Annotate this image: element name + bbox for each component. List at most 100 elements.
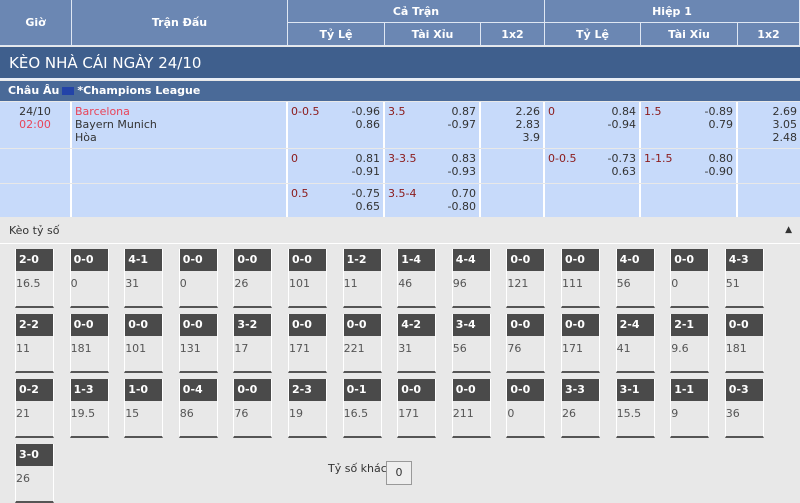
score-odds-item[interactable]: 0-0 131 — [178, 314, 218, 373]
h1-over-under-cell: 1-1.5 0.80 -0.90 — [641, 149, 738, 183]
score-label: 0-0 — [562, 249, 599, 271]
score-odds: 46 — [398, 277, 413, 290]
page-title: KÈO NHÀ CÁI NGÀY 24/10 — [0, 47, 800, 80]
score-odds-item[interactable]: 0-0 26 — [233, 249, 273, 308]
score-odds-item[interactable]: 1-1 9 — [670, 379, 710, 438]
odds-value[interactable]: 2.48 — [772, 131, 798, 144]
score-odds-item[interactable]: 0-0 171 — [397, 379, 437, 438]
score-odds-item[interactable]: 0-0 221 — [342, 314, 382, 373]
score-odds-item[interactable]: 0-0 171 — [561, 314, 600, 373]
score-odds-item[interactable]: 0-0 101 — [288, 249, 327, 308]
score-odds-item[interactable]: 0-0 76 — [506, 314, 546, 373]
odds-value[interactable]: 0.86 — [355, 118, 381, 131]
odds-value[interactable]: -0.90 — [704, 165, 733, 178]
odds-value[interactable]: -0.93 — [447, 165, 476, 178]
away-team[interactable]: Bayern Munich — [75, 118, 157, 131]
odds-value[interactable]: 0.65 — [355, 200, 381, 213]
score-odds-item[interactable]: 0-0 181 — [69, 314, 109, 373]
score-odds-item[interactable]: 3-2 17 — [233, 314, 273, 373]
score-odds-item[interactable]: 0-0 171 — [288, 314, 327, 373]
score-label: 4-2 — [398, 314, 436, 336]
score-odds: 211 — [452, 407, 474, 420]
score-odds-item[interactable]: 0-0 0 — [506, 379, 546, 438]
score-odds: 131 — [179, 342, 201, 355]
score-odds-item[interactable]: 2-3 19 — [288, 379, 327, 438]
odds-value[interactable]: 3.9 — [522, 131, 541, 144]
odds-value[interactable]: 0.83 — [451, 152, 477, 165]
odds-value[interactable]: -0.97 — [447, 118, 476, 131]
score-label: 3-3 — [562, 379, 599, 401]
other-score-label: Tỷ số khác — [328, 462, 387, 475]
score-odds: 19.5 — [70, 407, 96, 420]
score-odds: 21 — [16, 407, 30, 420]
score-odds-item[interactable]: 1-4 46 — [397, 249, 437, 308]
score-odds-item[interactable]: 4-2 31 — [397, 314, 437, 373]
keo-ty-so-bar[interactable]: Kèo tỷ số ▲ — [0, 217, 800, 244]
caret-up-icon[interactable]: ▲ — [785, 225, 792, 235]
odds-value[interactable]: 2.69 — [772, 105, 798, 118]
time-cell — [0, 184, 72, 217]
odds-value[interactable]: -0.89 — [704, 105, 733, 118]
match-cell: Barcelona Bayern Munich Hòa — [72, 102, 288, 148]
odds-value[interactable]: -0.75 — [351, 187, 380, 200]
odds-value[interactable]: 0.84 — [611, 105, 637, 118]
score-odds-item[interactable]: 3-4 56 — [451, 314, 491, 373]
score-odds-item[interactable]: 1-2 11 — [342, 249, 382, 308]
line-value: 0 — [291, 152, 298, 165]
odds-value[interactable]: 0.81 — [355, 152, 381, 165]
score-odds-item[interactable]: 3-0 26 — [15, 444, 54, 503]
odds-value[interactable]: 2.26 — [515, 105, 541, 118]
score-odds-item[interactable]: 0-0 211 — [451, 379, 491, 438]
score-odds-item[interactable]: 4-0 56 — [615, 249, 655, 308]
score-odds-item[interactable]: 0-0 0 — [670, 249, 710, 308]
score-odds-item[interactable]: 2-2 11 — [15, 314, 54, 373]
score-odds-item[interactable]: 0-0 0 — [178, 249, 218, 308]
score-label: 2-0 — [16, 249, 53, 271]
odds-value[interactable]: 0.79 — [708, 118, 734, 131]
odds-value[interactable]: 0.63 — [611, 165, 637, 178]
score-odds-item[interactable]: 3-1 15.5 — [615, 379, 655, 438]
score-label: 0-0 — [452, 379, 490, 401]
home-team[interactable]: Barcelona — [75, 105, 130, 118]
score-odds: 36 — [725, 407, 740, 420]
score-odds-item[interactable]: 0-4 86 — [178, 379, 218, 438]
h1-1x2-cell: 2.69 3.05 2.48 — [738, 102, 800, 148]
score-odds-item[interactable]: 0-0 76 — [233, 379, 273, 438]
score-odds-item[interactable]: 4-1 31 — [124, 249, 164, 308]
score-odds-item[interactable]: 3-3 26 — [561, 379, 600, 438]
odds-value[interactable]: 0.87 — [451, 105, 477, 118]
other-score-value: 0 — [386, 461, 412, 485]
odds-value[interactable]: 3.05 — [772, 118, 798, 131]
score-odds-item[interactable]: 0-1 16.5 — [342, 379, 382, 438]
score-odds-item[interactable]: 0-0 101 — [124, 314, 164, 373]
score-odds-item[interactable]: 1-0 15 — [124, 379, 164, 438]
league-row[interactable]: Châu Âu *Champions League — [0, 81, 800, 101]
h1-1x2-cell — [738, 184, 800, 217]
score-odds-item[interactable]: 0-0 111 — [561, 249, 600, 308]
score-odds-item[interactable]: 0-0 121 — [506, 249, 546, 308]
odds-value[interactable]: -0.80 — [447, 200, 476, 213]
score-odds-item[interactable]: 0-2 21 — [15, 379, 54, 438]
score-odds-item[interactable]: 4-4 96 — [451, 249, 491, 308]
score-odds-item[interactable]: 2-4 41 — [615, 314, 655, 373]
league-name: *Champions League — [77, 84, 201, 97]
odds-value[interactable]: 2.83 — [515, 118, 541, 131]
score-odds-item[interactable]: 0-0 181 — [724, 314, 764, 373]
odds-value[interactable]: 0.80 — [708, 152, 734, 165]
score-odds-item[interactable]: 0-0 0 — [69, 249, 109, 308]
odds-value[interactable]: -0.91 — [351, 165, 380, 178]
score-odds: 101 — [289, 277, 310, 290]
score-odds-item[interactable]: 2-0 16.5 — [15, 249, 54, 308]
score-odds-item[interactable]: 1-3 19.5 — [69, 379, 109, 438]
score-odds-item[interactable]: 0-3 36 — [724, 379, 764, 438]
odds-value[interactable]: -0.94 — [607, 118, 636, 131]
score-odds-item[interactable]: 4-3 51 — [724, 249, 764, 308]
score-odds: 171 — [398, 407, 420, 420]
odds-value[interactable]: -0.96 — [351, 105, 380, 118]
odds-value[interactable]: 0.70 — [451, 187, 477, 200]
score-label: 1-0 — [125, 379, 163, 401]
score-odds-item[interactable]: 2-1 9.6 — [670, 314, 710, 373]
score-label: 2-3 — [289, 379, 326, 401]
score-label: 0-0 — [289, 314, 326, 336]
odds-value[interactable]: -0.73 — [607, 152, 636, 165]
